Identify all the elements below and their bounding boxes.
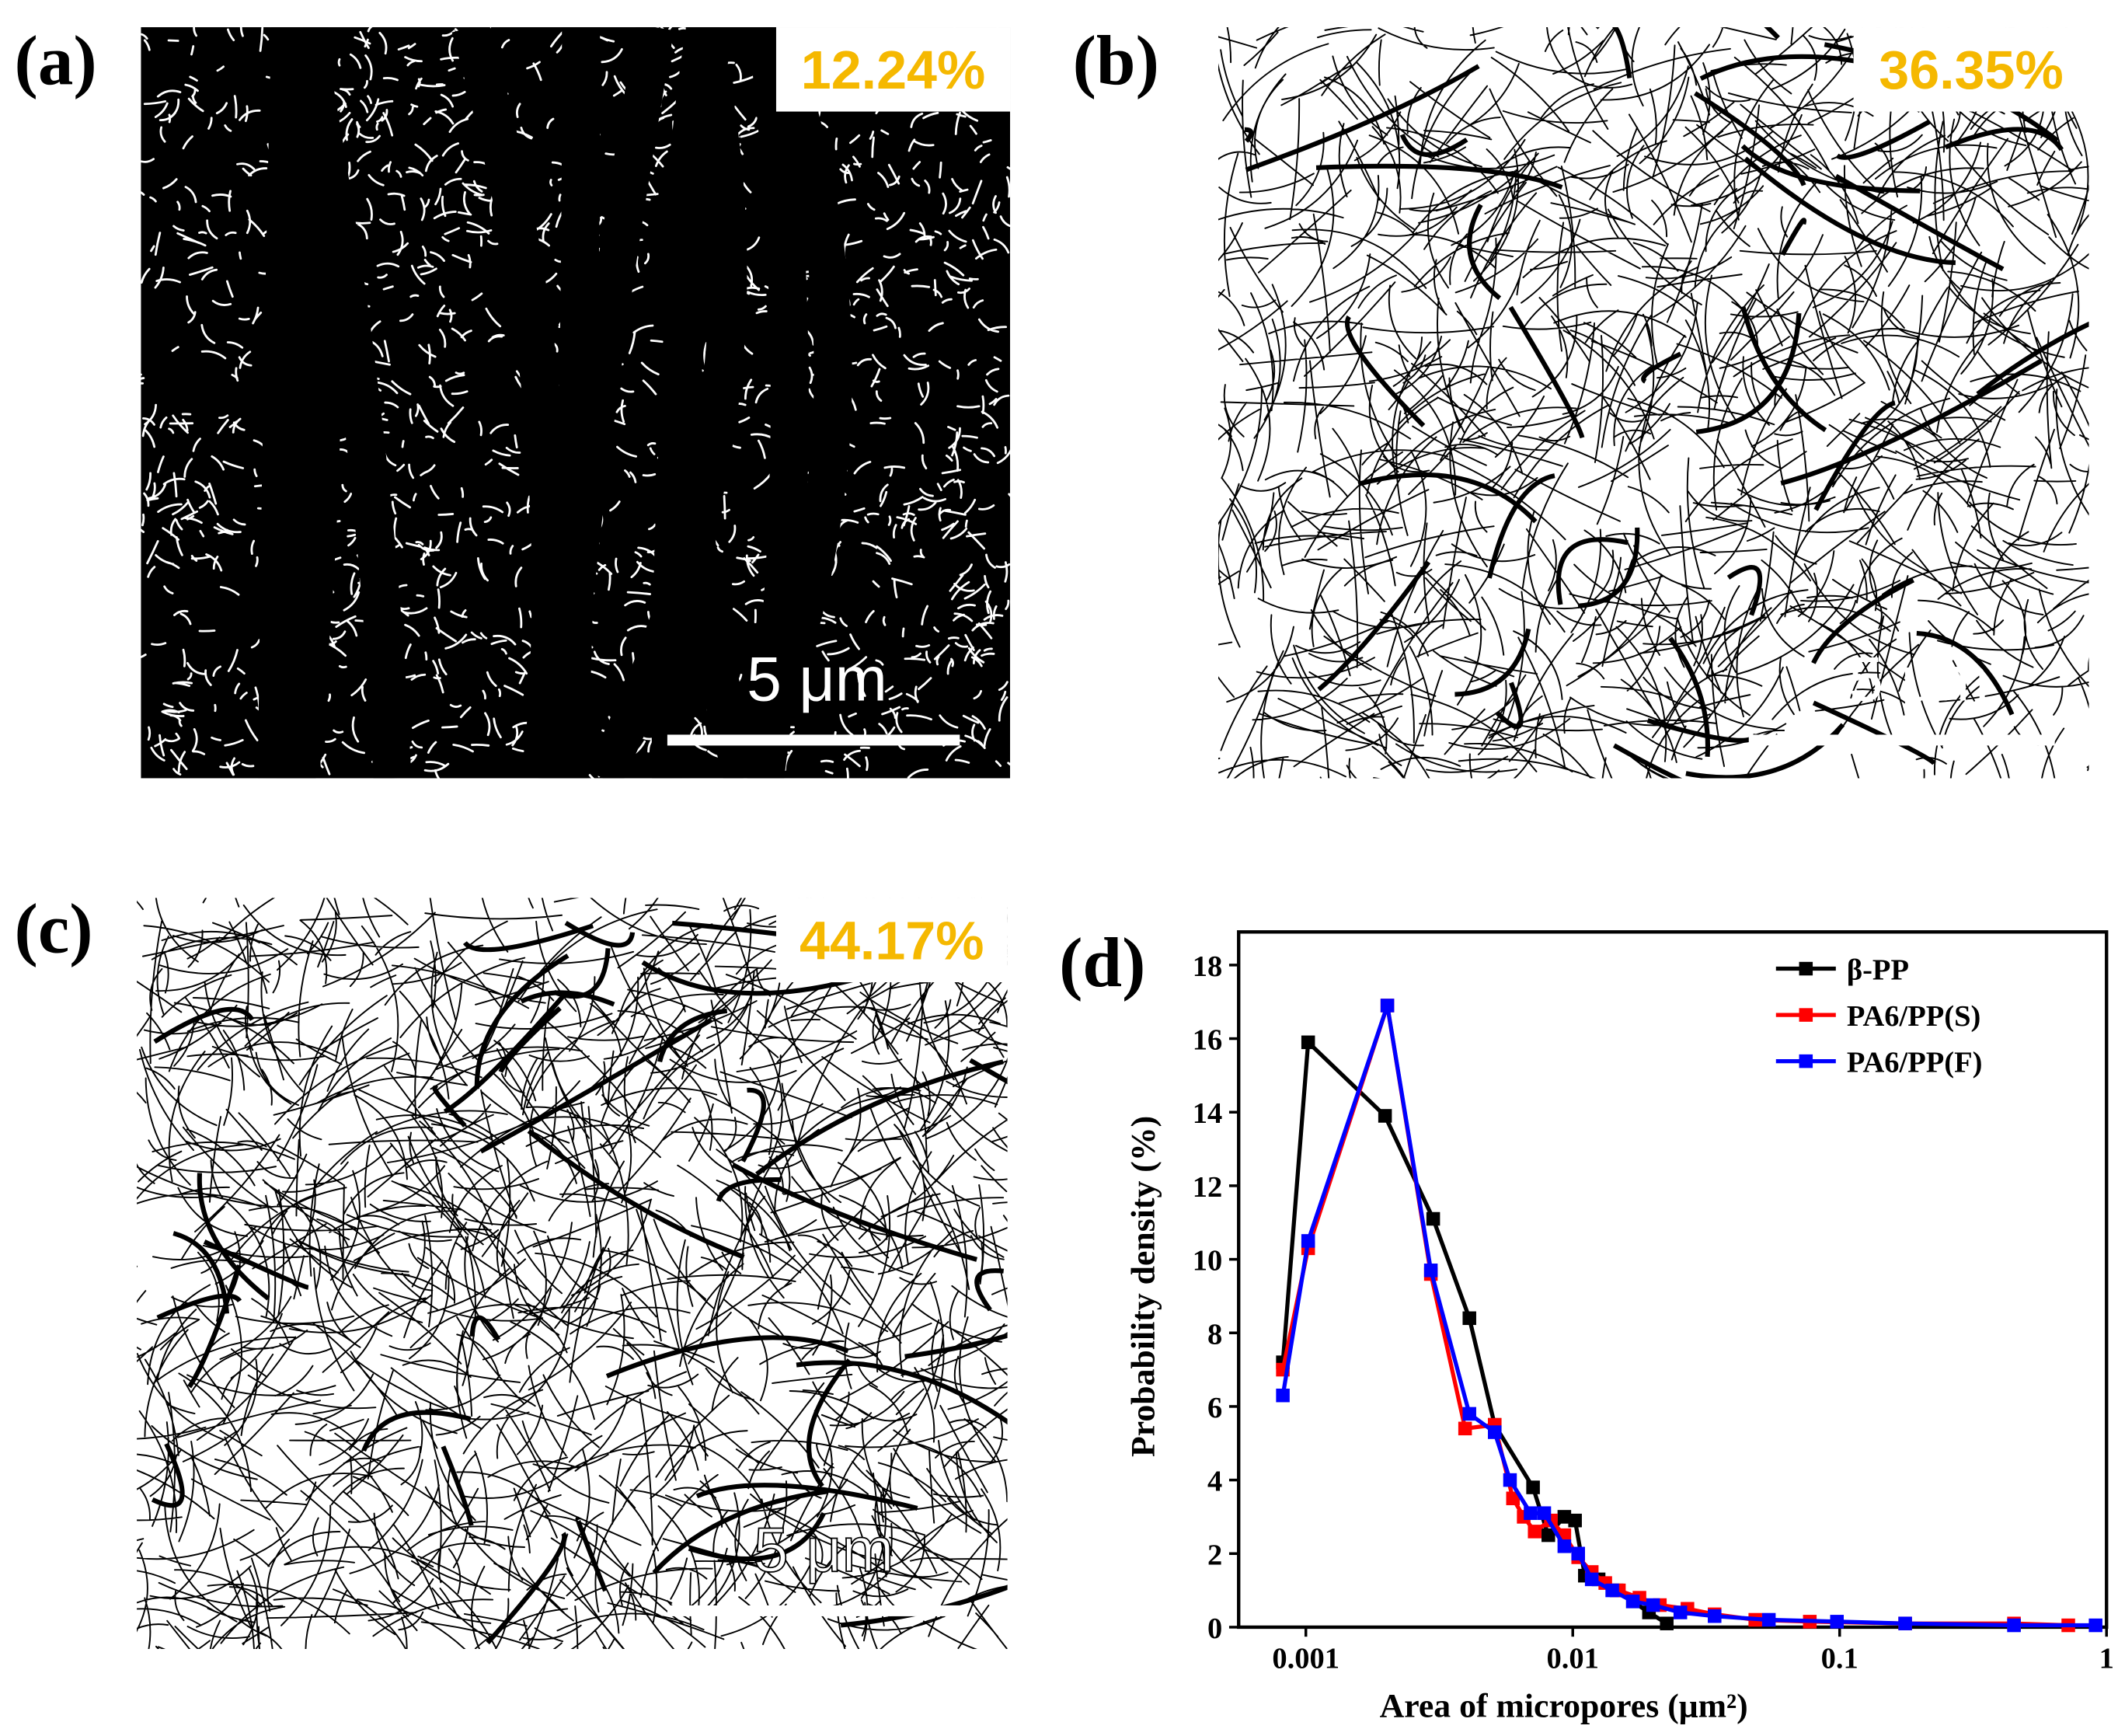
data-point [1462,1311,1476,1326]
data-point [1426,1211,1440,1226]
porosity-label: 12.24% [801,40,985,100]
y-tick-label: 4 [1207,1466,1222,1498]
data-point [1537,1506,1552,1520]
legend-label: PA6/PP(F) [1847,1047,1983,1079]
scale-bar-label: 5 μm [1848,645,1989,715]
scale-bar-label: 5 μm [754,1515,894,1585]
porosity-box [1853,27,2089,112]
micrograph [1218,27,2089,779]
data-point [1660,1616,1674,1630]
series-line [1280,1040,1668,1626]
data-point [1646,1598,1660,1612]
y-tick-label: 16 [1193,1024,1223,1057]
data-point [1568,1513,1582,1528]
data-point [1462,1407,1476,1421]
scale-bar-label: 5 μm [747,645,887,715]
data-point [2007,1618,2021,1633]
data-point [1423,1264,1438,1278]
data-point [1458,1421,1472,1436]
legend-marker [1799,961,1813,976]
x-tick-label: 0.001 [1272,1642,1339,1675]
data-point [1503,1473,1517,1487]
data-point [1488,1425,1502,1439]
data-point [1625,1595,1640,1609]
data-point [1571,1546,1585,1561]
legend-label: PA6/PP(S) [1847,1000,1981,1033]
data-point [1673,1605,1688,1619]
data-point [1830,1615,1845,1629]
porosity-box [775,27,1011,112]
y-tick-label: 0 [1207,1612,1222,1645]
panel-label: (d) [1059,923,1145,1002]
data-point [1526,1480,1540,1494]
y-tick-label: 2 [1207,1539,1222,1571]
porosity-box [775,898,1008,983]
data-point [1380,999,1395,1013]
data-point [1708,1609,1722,1623]
data-point [1506,1491,1521,1506]
data-point [1605,1583,1619,1598]
data-point [1557,1510,1572,1524]
y-tick-label: 18 [1193,950,1223,983]
y-axis-label: Probability density (%) [1125,1116,1162,1457]
data-point [1276,1388,1290,1403]
data-point [2088,1618,2102,1633]
porosity-label: 36.35% [1879,40,2063,100]
series-line [1280,1003,2096,1628]
data-point [1541,1528,1555,1543]
plot-frame [1237,930,2109,1630]
scale-bar [1748,734,2055,746]
data-point [1378,1109,1392,1123]
legend-marker [1799,1008,1813,1022]
data-point [1898,1616,1912,1630]
y-tick-label: 8 [1207,1318,1222,1351]
panel-label: (b) [1073,22,1159,100]
porosity-label: 44.17% [799,910,984,971]
panel-label: (a) [15,22,97,100]
data-point [1301,1035,1315,1050]
x-tick-label: 1 [2099,1642,2114,1675]
y-tick-label: 6 [1207,1392,1222,1424]
data-point [1761,1612,1776,1627]
y-tick-label: 14 [1193,1097,1223,1130]
data-point [1584,1572,1599,1587]
x-tick-label: 0.01 [1547,1642,1599,1675]
data-point [1557,1539,1572,1553]
scale-bar [667,1605,960,1616]
data-point [1524,1506,1538,1520]
micrograph-fiber [257,27,852,779]
micrograph-fiber [151,914,1008,1645]
y-tick-label: 10 [1193,1245,1223,1278]
micrograph [137,898,1008,1649]
scale-bar [667,734,960,746]
legend-label: β-PP [1847,954,1909,987]
data-point [1301,1234,1315,1248]
x-tick-label: 0.1 [1821,1642,1859,1675]
x-axis-label: Area of micropores (μm²) [1380,1687,1748,1724]
legend-marker [1799,1054,1813,1068]
data-point [1528,1525,1541,1539]
panel-label: (c) [15,890,93,968]
y-tick-label: 12 [1193,1171,1223,1204]
